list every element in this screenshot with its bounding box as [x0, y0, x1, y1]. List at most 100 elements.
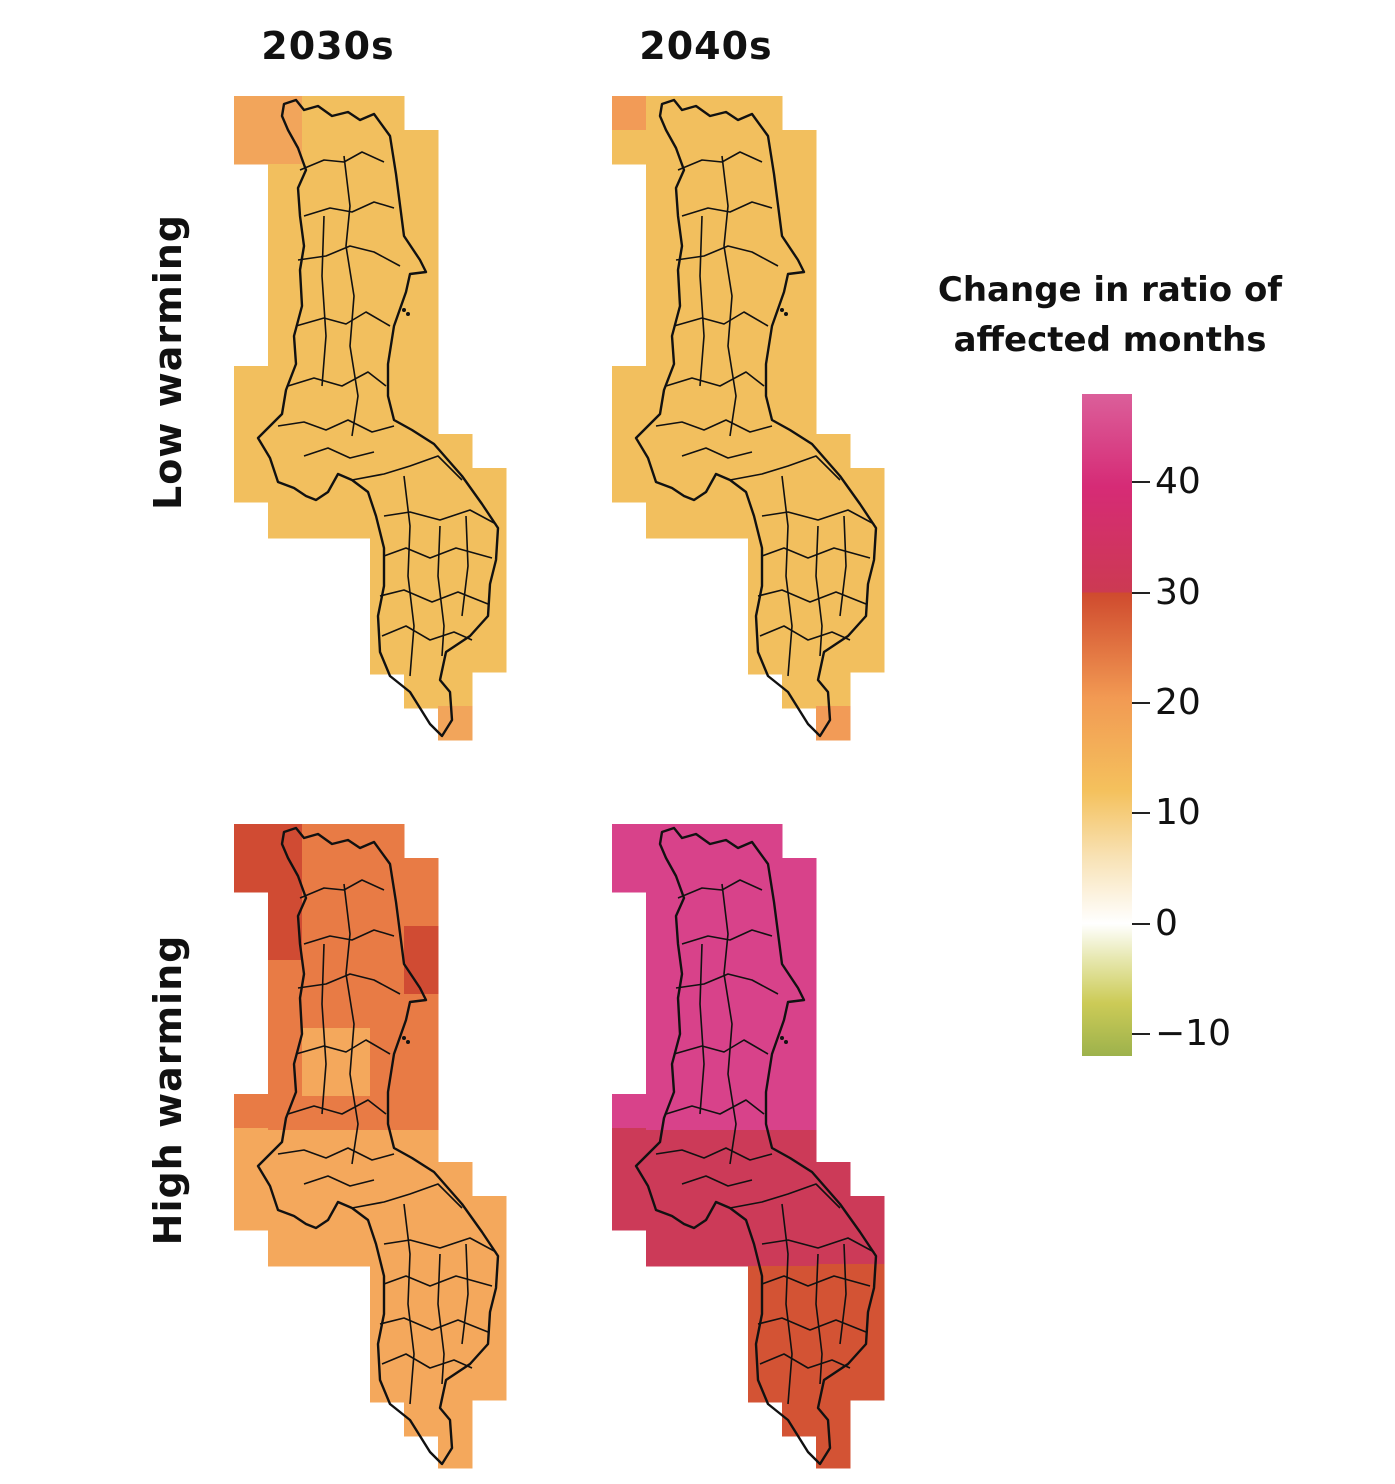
raster-cell — [336, 504, 371, 539]
raster-cell — [302, 130, 337, 165]
raster-cell — [302, 1164, 337, 1199]
raster-cell — [268, 470, 303, 505]
raster-cell — [612, 400, 647, 435]
colorbar-tick-label: 0 — [1155, 902, 1178, 944]
district-boundary — [761, 509, 875, 525]
raster-cell — [680, 1130, 715, 1165]
raster-cell — [782, 334, 817, 369]
raster-cell — [268, 1232, 303, 1267]
raster-cell — [404, 368, 439, 403]
malawi-map-high-2030s — [234, 824, 507, 1469]
raster-cell — [404, 1130, 439, 1165]
raster-cell — [748, 994, 783, 1029]
raster-cell — [714, 198, 749, 233]
raster-cell — [302, 164, 337, 199]
raster-cell — [646, 1232, 681, 1267]
raster-cell — [370, 994, 405, 1029]
raster-cell — [370, 1300, 405, 1335]
colorbar-tick — [1132, 701, 1150, 704]
column-title-2040s: 2040s — [639, 24, 773, 68]
colorbar-tick-label: 30 — [1155, 571, 1201, 613]
raster-cell — [612, 468, 647, 503]
island-marker — [780, 308, 784, 312]
raster-cell — [268, 1198, 303, 1233]
colorbar-tick-label: −10 — [1155, 1012, 1231, 1054]
raster-cell — [234, 434, 269, 469]
raster-cell — [472, 502, 507, 537]
district-boundary — [673, 311, 769, 327]
raster-cell — [404, 266, 439, 301]
district-boundary — [665, 1099, 765, 1115]
district-boundary — [379, 1317, 489, 1333]
raster-cell — [404, 892, 439, 927]
raster-cell — [370, 436, 405, 471]
raster-cell — [234, 366, 269, 401]
raster-cell — [404, 164, 439, 199]
raster-cell — [404, 1028, 439, 1063]
raster-cell — [336, 926, 371, 961]
district-boundary — [403, 475, 415, 677]
district-boundary — [681, 1175, 753, 1187]
row-title-high-warming: High warming — [146, 934, 190, 1246]
raster-cell — [370, 130, 405, 165]
raster-cell — [646, 402, 681, 437]
raster-cell — [714, 436, 749, 471]
raster-cell — [302, 1130, 337, 1165]
district-boundary — [297, 973, 401, 995]
raster-cell — [782, 1028, 817, 1063]
raster-cell — [782, 994, 817, 1029]
raster-cell — [404, 402, 439, 437]
raster-cell — [782, 130, 817, 165]
district-boundary — [303, 929, 395, 945]
raster-cell — [268, 334, 303, 369]
district-boundary — [781, 475, 793, 677]
district-boundary — [781, 1203, 793, 1405]
raster-cell — [268, 994, 303, 1029]
district-boundary — [681, 201, 773, 217]
raster-cell — [336, 892, 371, 927]
raster-cell — [782, 892, 817, 927]
raster-cell — [646, 1028, 681, 1063]
district-boundary — [729, 1183, 841, 1209]
raster-cell — [680, 824, 715, 859]
raster-cell — [234, 1094, 269, 1129]
raster-cell — [782, 436, 817, 471]
raster-cell — [782, 470, 817, 505]
raster-cell — [646, 1130, 681, 1165]
raster-cell — [748, 266, 783, 301]
colorbar-tick-label: 10 — [1155, 792, 1201, 834]
raster-cell — [336, 1232, 371, 1267]
colorbar-tick-label: 40 — [1155, 461, 1201, 503]
raster-cell — [646, 470, 681, 505]
district-boundary — [721, 883, 737, 1165]
district-boundary — [351, 455, 463, 481]
raster-cell — [646, 892, 681, 927]
raster-cell — [782, 368, 817, 403]
raster-cell — [302, 402, 337, 437]
raster-cell — [646, 1198, 681, 1233]
raster-cell — [714, 1232, 749, 1267]
raster-cell — [646, 994, 681, 1029]
raster-cell — [472, 638, 507, 673]
raster-cell — [268, 1028, 303, 1063]
district-boundary — [383, 1237, 497, 1253]
raster-cell — [234, 400, 269, 435]
raster-cell — [404, 858, 439, 893]
map-panel-low-2040s — [612, 96, 912, 756]
raster-cell — [748, 824, 783, 859]
raster-cell — [748, 504, 783, 539]
malawi-map-low-2040s — [612, 96, 885, 741]
district-boundary — [343, 155, 359, 437]
district-boundary — [381, 1353, 473, 1369]
raster-cell — [782, 164, 817, 199]
district-boundary — [303, 1175, 375, 1187]
raster-cell — [680, 402, 715, 437]
raster-cell — [680, 436, 715, 471]
raster-cell — [268, 504, 303, 539]
district-boundary — [321, 215, 327, 387]
island-marker — [784, 1040, 788, 1044]
raster-cell — [748, 960, 783, 995]
row-title-low-warming: Low warming — [146, 213, 190, 511]
raster-cell — [336, 164, 371, 199]
raster-cell — [680, 1028, 715, 1063]
